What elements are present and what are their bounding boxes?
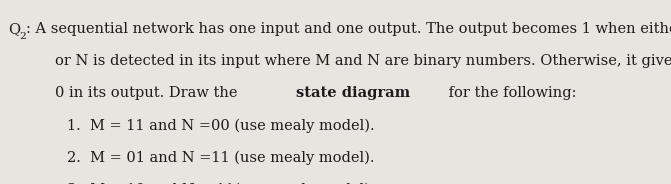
Text: 0 in its output. Draw the: 0 in its output. Draw the [55,86,242,100]
Text: state diagram: state diagram [297,86,411,100]
Text: for the following:: for the following: [444,86,576,100]
Text: or N is detected in its input where M and N are binary numbers. Otherwise, it gi: or N is detected in its input where M an… [55,54,671,68]
Text: : A sequential network has one input and one output. The output becomes 1 when e: : A sequential network has one input and… [26,22,671,36]
Text: 1.  M = 11 and N =00 (use mealy model).: 1. M = 11 and N =00 (use mealy model). [67,119,374,133]
Text: 3.  M = 10 and N = 11(use mealy model).: 3. M = 10 and N = 11(use mealy model). [67,183,374,184]
Text: 2.  M = 01 and N =11 (use mealy model).: 2. M = 01 and N =11 (use mealy model). [67,151,374,165]
Text: Q: Q [8,22,20,36]
Text: 2: 2 [19,32,25,41]
